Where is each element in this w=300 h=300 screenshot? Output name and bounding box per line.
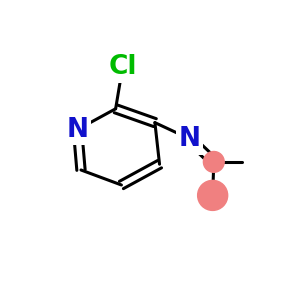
Circle shape <box>198 180 228 210</box>
Text: Cl: Cl <box>108 54 137 80</box>
Text: N: N <box>178 126 201 152</box>
Circle shape <box>203 152 224 172</box>
Text: N: N <box>67 117 88 142</box>
